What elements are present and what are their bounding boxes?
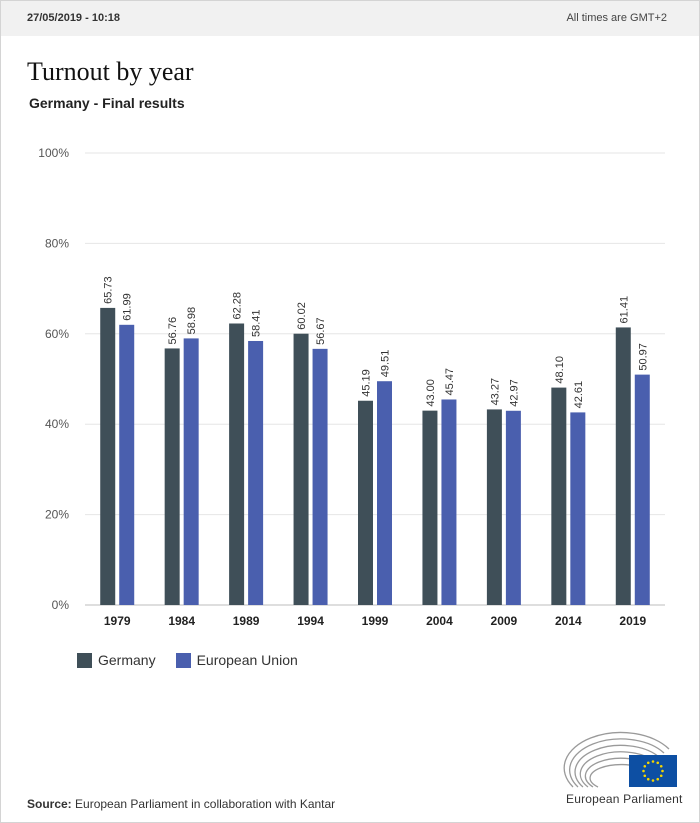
bar-germany-1979 [100,307,116,605]
flag-star [643,764,647,768]
bar-european-union-2014 [570,412,586,605]
flag-star [651,779,655,782]
y-tick-label: 80% [45,236,69,250]
flag-star [646,761,650,765]
y-tick-label: 60% [45,327,69,341]
y-tick-label: 20% [45,508,69,522]
top-bar: 27/05/2019 - 10:18 All times are GMT+2 [1,1,699,36]
bar-european-union-1984 [183,338,199,605]
bar-european-union-1989 [248,340,264,605]
data-label: 48.10 [554,356,566,384]
bar-germany-1994 [293,333,309,605]
x-tick-label: 1979 [104,614,131,628]
bar-european-union-2019 [634,374,650,605]
bar-european-union-1994 [312,348,328,605]
flag-star [646,777,650,781]
legend-label-european-union: European Union [196,652,298,668]
data-label: 65.73 [103,276,115,304]
bar-european-union-1999 [377,381,392,605]
x-tick-label: 2014 [555,614,582,628]
data-label: 42.61 [573,381,585,409]
legend-label-germany: Germany [98,652,156,668]
bar-germany-1989 [229,323,245,605]
chart-subtitle: Germany - Final results [29,95,185,111]
bar-european-union-2004 [441,399,457,605]
bar-germany-2004 [422,410,438,605]
data-label: 61.99 [122,293,134,321]
legend-swatch-germany [77,652,92,668]
data-label: 45.47 [444,368,456,396]
data-label: 49.51 [380,350,392,378]
data-label: 43.27 [489,378,501,406]
bar-germany-2014 [551,387,567,605]
x-tick-label: 1989 [233,614,260,628]
flag-star [659,764,663,768]
flag-star [656,761,660,765]
data-label: 43.00 [425,379,437,407]
bar-european-union-1979 [119,324,135,605]
x-tick-label: 1994 [297,614,324,628]
data-label: 62.28 [232,292,244,320]
bar-european-union-2009 [505,410,521,605]
flag-star [661,769,664,773]
data-label: 45.19 [361,369,373,397]
legend-item-germany[interactable]: Germany [77,652,156,668]
y-tick-label: 0% [52,598,70,612]
x-tick-label: 1999 [362,614,389,628]
flag-star [656,777,660,781]
bar-germany-1999 [358,400,373,605]
timezone-note: All times are GMT+2 [566,12,667,24]
x-tick-label: 2004 [426,614,453,628]
eu-flag-icon [629,755,677,787]
data-label: 56.67 [315,317,327,345]
x-tick-label: 1984 [168,614,195,628]
x-tick-label: 2019 [619,614,646,628]
flag-star [643,774,647,778]
data-label: 58.98 [186,307,198,335]
chart-title: Turnout by year [27,57,194,86]
y-tick-label: 40% [45,417,69,431]
bar-germany-1984 [164,348,180,605]
data-label: 56.76 [167,317,179,345]
flag-star [651,760,655,763]
data-label: 42.97 [508,379,520,407]
y-tick-label: 100% [38,146,69,160]
european-parliament-logo[interactable] [563,727,679,791]
data-label: 61.41 [618,296,630,324]
timestamp: 27/05/2019 - 10:18 [27,12,120,24]
data-label: 60.02 [296,302,308,330]
legend-item-european-union[interactable]: European Union [175,652,298,668]
source-label: Source: [27,797,72,811]
logo-text: European Parliament [566,792,683,806]
turnout-bar-chart: 0% 20% 40% 60% 80% 100% 65.73 61.99 1979 56.76 58.… [38,146,665,628]
source-note: Source: European Parliament in collabora… [27,797,335,811]
x-tick-label: 2009 [491,614,518,628]
flag-star [659,774,663,778]
source-text: European Parliament in collaboration wit… [75,797,336,811]
data-label: 58.41 [251,309,263,337]
flag-star [642,769,645,773]
data-label: 50.97 [637,343,649,371]
bar-germany-2009 [486,409,502,605]
chart-legend: Germany European Union [77,652,318,668]
bar-germany-2019 [615,327,631,605]
legend-swatch-european-union [175,652,191,668]
